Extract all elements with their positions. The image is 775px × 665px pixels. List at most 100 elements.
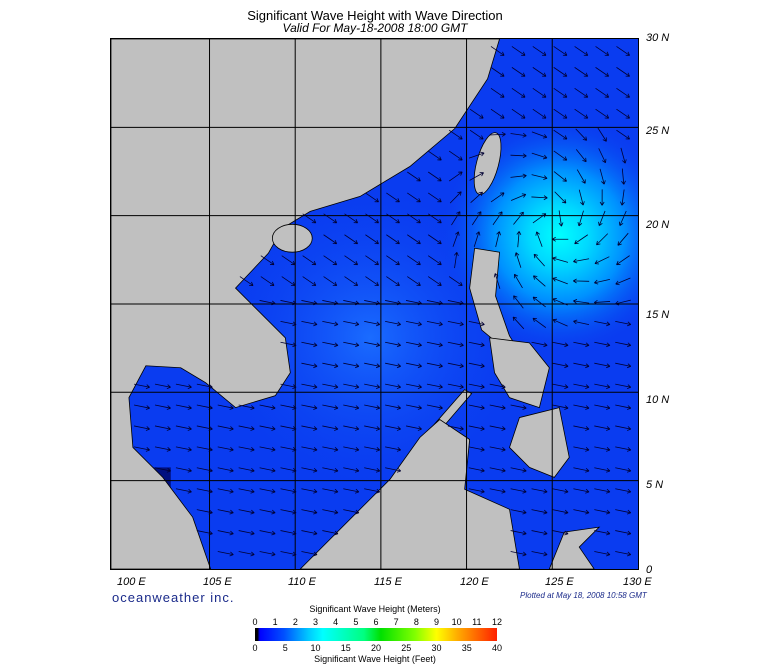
wave-direction-arrow [426,383,443,389]
wave-direction-arrow [594,383,611,389]
wave-direction-arrow [239,276,254,286]
wave-direction-arrow [344,276,359,286]
wave-direction-arrow [553,87,568,98]
wave-direction-arrow [620,189,625,206]
wave-direction-arrow [217,404,234,410]
wave-direction-arrow [552,236,569,242]
wave-direction-arrow [552,488,569,494]
wave-direction-arrow [495,231,501,248]
wave-direction-arrow [386,192,400,203]
lat-label: 15 N [646,309,670,321]
wave-direction-arrow [531,131,548,139]
wave-direction-arrow [175,488,192,494]
wave-direction-arrow [594,551,611,557]
wave-direction-arrow [259,530,276,536]
wave-direction-arrow [281,255,296,266]
wave-direction-arrow [576,169,586,184]
land-sulawesi [548,526,601,569]
meters-tick: 2 [292,617,298,627]
wave-direction-arrow [280,551,297,557]
meters-tick: 0 [252,617,258,627]
wave-direction-arrow [489,488,506,494]
wave-direction-arrow [175,383,192,389]
wave-direction-arrow [365,192,379,203]
feet-tick: 5 [282,643,288,653]
land-mindanao [509,407,570,478]
wave-direction-arrow [385,300,402,306]
wave-direction-arrow [573,298,590,304]
wave-direction-arrow [510,551,527,557]
wave-direction-arrow [468,362,485,369]
wave-direction-arrow [301,362,318,369]
wave-direction-arrow [615,488,632,494]
wave-direction-arrow [196,404,213,410]
wave-direction-arrow [514,252,522,268]
wave-direction-arrow [154,446,171,452]
wave-direction-arrow [532,108,547,119]
wave-direction-arrow [343,467,360,473]
wave-direction-arrow [343,362,360,369]
wave-direction-arrow [510,509,527,515]
wave-direction-arrow [364,362,381,369]
wave-direction-arrow [322,425,339,431]
wave-direction-arrow [595,87,610,98]
wave-direction-arrow [492,211,503,226]
wave-direction-arrow [489,467,506,473]
wave-direction-arrow [196,509,213,515]
wave-direction-arrow [385,404,402,410]
wave-direction-arrow [615,551,632,557]
wave-direction-arrow [365,255,379,266]
wave-direction-arrow [385,362,402,369]
meters-tick: 6 [373,617,379,627]
feet-tick: 40 [491,643,503,653]
wave-direction-arrow [322,530,339,536]
wave-direction-arrow [553,171,567,182]
land-hainan [271,223,313,253]
wave-direction-arrow [154,404,171,410]
wave-direction-arrow [259,509,276,515]
wave-direction-arrow [281,276,296,286]
wave-direction-arrow [301,425,318,431]
wave-direction-arrow [154,425,171,431]
wave-direction-arrow [574,67,589,77]
wave-direction-arrow [426,341,443,348]
wave-direction-arrow [280,300,297,306]
wave-direction-arrow [217,509,234,515]
wave-direction-arrow [617,232,629,246]
wave-direction-arrow [516,231,522,248]
wave-direction-arrow [343,425,360,431]
wave-direction-arrow [531,174,548,180]
wave-direction-arrow [364,446,381,452]
wave-direction-arrow [280,425,297,431]
wave-direction-arrow [365,276,379,286]
wave-direction-arrow [552,256,569,263]
wave-direction-arrow [533,275,546,287]
wave-direction-arrow [259,404,276,410]
wave-direction-arrow [552,341,569,348]
wave-direction-arrow [364,488,381,494]
wave-direction-arrow [301,383,318,389]
wave-direction-arrow [405,300,422,306]
wave-direction-arrow [468,467,485,473]
chart-subtitle: Valid For May-18-2008 18:00 GMT [282,21,468,35]
wave-direction-arrow [280,383,297,389]
wave-direction-arrow [280,320,297,327]
meters-tick: 10 [451,617,462,627]
wave-direction-arrow [510,173,527,179]
wave-direction-arrow [615,446,632,452]
lat-label: 0 [646,564,653,576]
meters-tick: 9 [433,617,440,627]
wave-direction-arrow [365,213,379,224]
wave-direction-arrow [259,467,276,473]
wave-direction-arrow [301,341,318,348]
wave-direction-arrow [238,404,255,410]
wave-direction-arrow [615,383,632,389]
wave-direction-arrow [531,551,548,557]
wave-direction-arrow [615,299,631,306]
wave-direction-arrow [322,383,339,389]
wave-direction-arrow [615,362,632,369]
wave-direction-arrow [364,341,381,348]
wave-direction-arrow [577,210,584,227]
wave-direction-arrow [533,253,545,267]
wave-direction-arrow [595,108,610,119]
